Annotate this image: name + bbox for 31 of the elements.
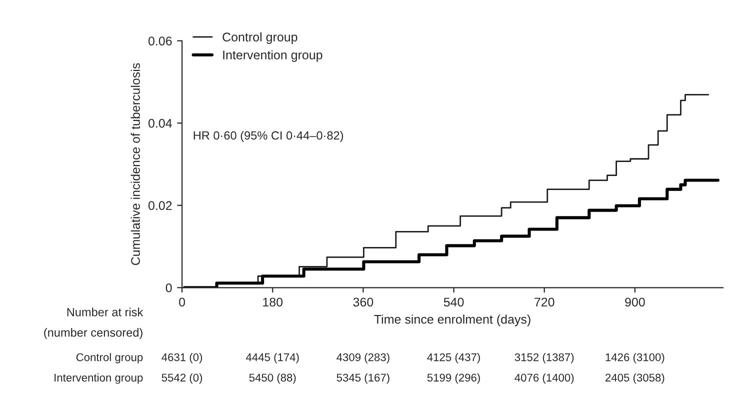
annotation: HR 0·60 (95% CI 0·44–0·82) [194, 130, 344, 142]
text: 4445 (174) [246, 353, 299, 364]
x-tick-label: 540 [444, 298, 464, 307]
x-tick-label: 360 [353, 298, 374, 307]
text: 4076 (1400) [514, 373, 574, 384]
text: 5450 (88) [249, 373, 296, 384]
x-axis-title: Time since enrolment (days) [374, 314, 530, 326]
text: 1426 (3100) [606, 353, 664, 364]
text: 4309 (283) [336, 353, 390, 364]
text: (number censored) [44, 328, 142, 340]
text: Intervention group [54, 373, 143, 384]
text: Control group [76, 353, 143, 364]
y-tick-label: 0 [166, 283, 172, 292]
legend-label: Intervention group [223, 50, 322, 62]
legend-label: Control group [222, 32, 298, 44]
y-axis-title: Cumulative incidence of tuberculosis [130, 63, 140, 266]
y-tick-label: 0.02 [148, 201, 172, 210]
text: 5542 (0) [162, 373, 202, 384]
text: 5345 (167) [336, 373, 390, 384]
x-tick-label: 900 [625, 298, 645, 307]
x-tick-label: 720 [534, 298, 554, 307]
text: 3152 (1387) [514, 353, 574, 364]
text: 5199 (296) [427, 373, 480, 384]
y-tick-label: 0.04 [148, 118, 172, 128]
y-tick-label: 0.06 [148, 36, 172, 46]
x-tick-label: 0 [179, 298, 186, 307]
text: 2405 (3058) [606, 373, 664, 384]
text: Number at risk [67, 308, 144, 316]
text: 4125 (437) [427, 353, 480, 364]
text: 4631 (0) [162, 353, 202, 364]
x-tick-label: 180 [263, 298, 283, 307]
